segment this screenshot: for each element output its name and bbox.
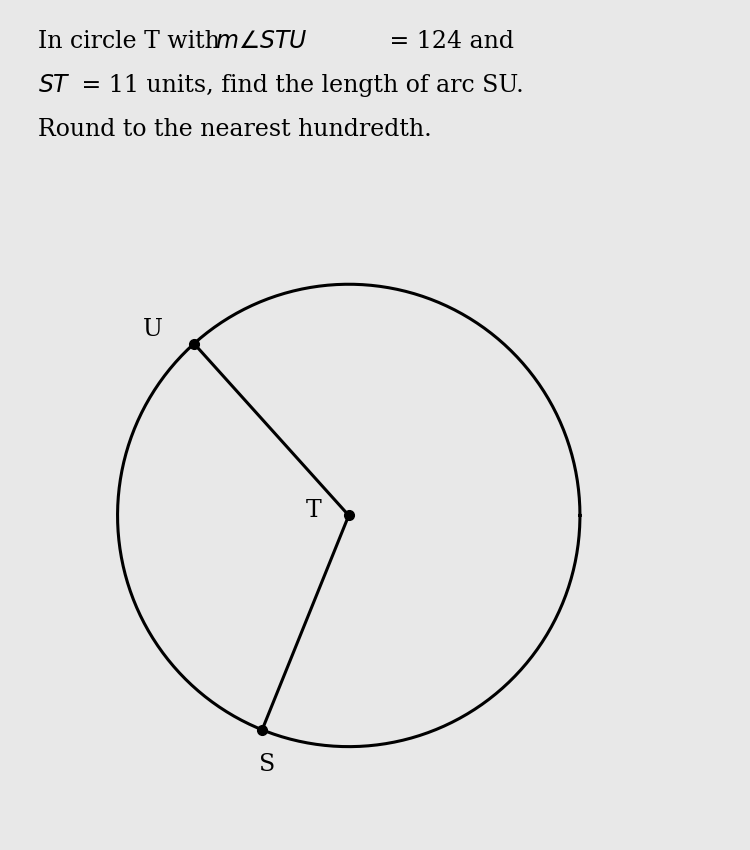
Text: $m\angle STU$: $m\angle STU$ [215,30,308,53]
Text: $ST$: $ST$ [38,74,71,97]
Text: = 11 units, find the length of arc SU.: = 11 units, find the length of arc SU. [74,74,524,97]
Text: In circle T with: In circle T with [38,30,227,53]
Text: = 124 and: = 124 and [382,30,514,53]
Text: S: S [259,753,275,776]
Text: T: T [306,499,322,522]
Text: U: U [142,318,162,341]
Text: Round to the nearest hundredth.: Round to the nearest hundredth. [38,118,432,141]
